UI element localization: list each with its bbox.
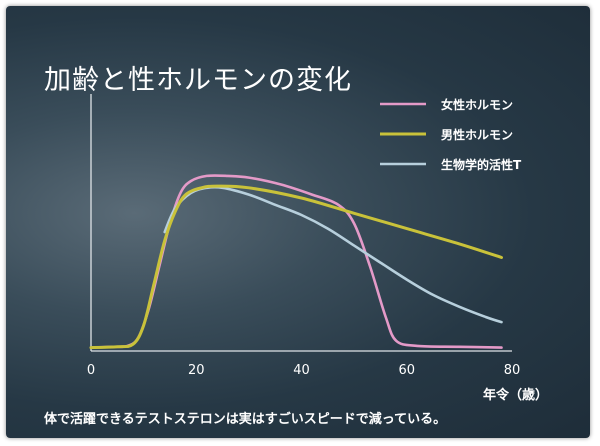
caption: 体で活躍できるテストステロンは実はすごいスピードで減っている。	[44, 412, 447, 427]
legend-bioactive-t-label: 生物学的活性T	[441, 157, 522, 172]
x-tick-label: 40	[293, 363, 310, 378]
line-female-hormone	[89, 174, 503, 349]
legend-female-hormone-label: 女性ホルモン	[441, 97, 513, 112]
x-tick-label: 0	[87, 363, 95, 378]
chart-title: 加齢と性ホルモンの変化	[44, 65, 352, 96]
line-male-hormone	[89, 184, 503, 350]
x-tick-label: 80	[504, 363, 521, 378]
x-tick-label: 60	[398, 363, 415, 378]
slide-frame: 加齢と性ホルモンの変化 0 20 40 60 80 女性ホルモン 男性ホルモン 生物学的活性…	[6, 6, 590, 438]
x-axis-label: 年令（歳）	[483, 387, 548, 403]
legend-male-hormone-label: 男性ホルモン	[441, 127, 513, 142]
x-tick-label: 20	[188, 363, 205, 378]
